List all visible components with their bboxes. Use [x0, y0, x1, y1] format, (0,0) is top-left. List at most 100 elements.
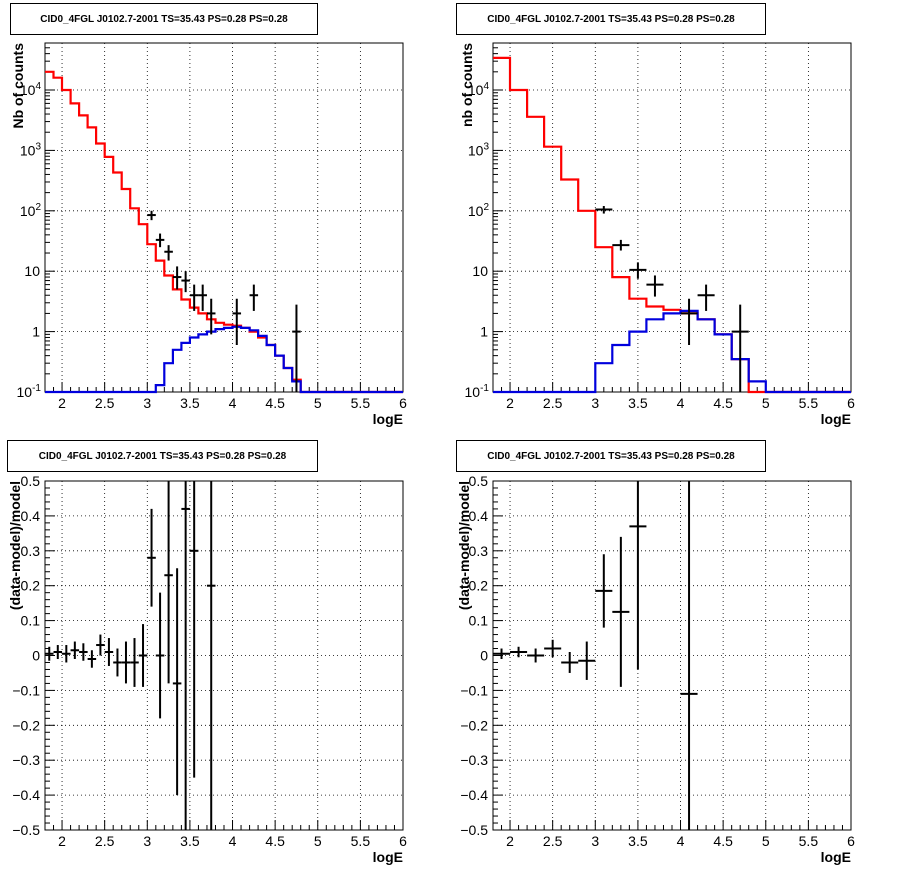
- x-tick-label: 6: [399, 395, 407, 411]
- pad-bottom-left: 2 2.5 3 3.5 4 4.5 5 5.5 6 −0.5 −0.4 −0.3 −0.2 −0.1 0 0.…: [0, 438, 449, 875]
- data-point: [206, 298, 216, 335]
- data-point: [527, 648, 545, 663]
- data-point: [172, 568, 182, 796]
- data-point: [104, 638, 114, 666]
- data-point: [189, 284, 199, 311]
- data-point: [544, 639, 562, 658]
- x-tick-label: 5: [762, 833, 770, 849]
- y-axis-label: (data-model)/model: [456, 481, 472, 610]
- y-tick-label: 103: [20, 141, 42, 158]
- data-point: [155, 233, 165, 248]
- y-tick-label: 0: [480, 648, 488, 664]
- data-point: [578, 641, 596, 680]
- y-tick-label: 0.2: [21, 578, 41, 594]
- y-tick-label: 0.5: [469, 473, 489, 489]
- data-point: [70, 641, 80, 659]
- plot-title: CID0_4FGL J0102.7-2001 TS=35.43 PS=0.28 …: [10, 3, 318, 35]
- x-tick-label: 2: [58, 833, 66, 849]
- data-point: [62, 645, 71, 663]
- y-tick-label: 0.1: [21, 613, 41, 629]
- x-tick-label: 2: [58, 395, 66, 411]
- y-tick-label: 0.3: [469, 543, 489, 559]
- data-point: [87, 650, 97, 668]
- data-point: [164, 245, 173, 261]
- x-axis-label: logE: [373, 411, 403, 427]
- y-tick-label: −0.4: [460, 787, 488, 803]
- y-tick-label: −0.5: [460, 822, 488, 838]
- x-tick-label: 3: [591, 395, 599, 411]
- x-tick-label: 3.5: [628, 395, 648, 411]
- data-point: [249, 284, 259, 311]
- x-tick-label: 4: [229, 833, 237, 849]
- series-source-model-line: [45, 325, 403, 394]
- y-tick-label: 0.4: [21, 508, 41, 524]
- y-tick-label: −0.3: [460, 752, 488, 768]
- data-point: [595, 554, 613, 628]
- x-tick-label: 4.5: [265, 833, 285, 849]
- data-point: [595, 206, 613, 214]
- pad-top-right: 2 2.5 3 3.5 4 4.5 5 5.5 6 10-1 1 10 102 103 104 logE nb …: [449, 0, 898, 437]
- plot-title: CID0_4FGL J0102.7-2001 TS=35.43 PS=0.28 …: [456, 440, 766, 472]
- data-point: [121, 641, 131, 684]
- y-tick-label: −0.1: [12, 682, 40, 698]
- x-tick-label: 2.5: [95, 395, 115, 411]
- x-tick-label: 5.5: [799, 395, 819, 411]
- x-tick-label: 2.5: [543, 395, 563, 411]
- y-tick-label: −0.1: [460, 682, 488, 698]
- y-tick-label: 0.3: [21, 543, 41, 559]
- x-tick-label: 4.5: [713, 833, 733, 849]
- y-axis-label: Nb of counts: [10, 43, 26, 129]
- x-tick-label: 3.5: [628, 833, 648, 849]
- x-axis-label: logE: [821, 849, 851, 865]
- x-tick-label: 4: [229, 395, 237, 411]
- y-tick-label: −0.2: [460, 717, 488, 733]
- data-point: [680, 298, 698, 345]
- data-point: [232, 298, 242, 345]
- x-tick-label: 2.5: [95, 833, 115, 849]
- y-tick-label: 103: [468, 141, 490, 158]
- data-point: [138, 624, 148, 687]
- series-total-model-line: [45, 70, 403, 394]
- data-point: [612, 536, 630, 687]
- data-point: [561, 652, 579, 673]
- y-tick-label: 0.4: [469, 508, 489, 524]
- data-point: [147, 210, 156, 221]
- x-tick-label: 3: [591, 833, 599, 849]
- x-tick-label: 3: [143, 395, 151, 411]
- x-tick-label: 4: [677, 395, 685, 411]
- plot-frame: [492, 42, 852, 393]
- x-tick-label: 3: [143, 833, 151, 849]
- y-tick-label: 102: [468, 202, 490, 219]
- data-point: [198, 284, 207, 311]
- series-total-model-line: [493, 56, 851, 394]
- data-point: [680, 481, 698, 830]
- data-point: [493, 648, 511, 659]
- y-axis-label: (data-model)/model: [7, 481, 23, 610]
- x-axis-label: logE: [373, 849, 403, 865]
- data-point: [189, 481, 199, 778]
- y-tick-label: 10-1: [465, 383, 490, 400]
- y-tick-label: 1: [32, 324, 40, 340]
- data-point: [629, 481, 647, 670]
- x-tick-label: 5: [762, 395, 770, 411]
- y-tick-label: −0.4: [12, 787, 40, 803]
- data-point: [155, 592, 165, 719]
- x-axis-label: logE: [821, 411, 851, 427]
- y-tick-label: 0.1: [469, 613, 489, 629]
- x-tick-label: 3.5: [180, 395, 200, 411]
- data-point: [53, 645, 63, 659]
- x-tick-label: 5: [314, 833, 322, 849]
- x-tick-label: 5.5: [351, 395, 371, 411]
- y-tick-label: 102: [20, 202, 42, 219]
- data-point: [206, 481, 216, 830]
- spectrum-plot-right: 2 2.5 3 3.5 4 4.5 5 5.5 6 10-1 1 10 102 103 104 logE nb …: [459, 42, 855, 427]
- y-tick-label: −0.2: [12, 717, 40, 733]
- data-point: [130, 638, 139, 687]
- data-point: [612, 239, 630, 251]
- y-tick-label: 10-1: [17, 383, 42, 400]
- pad-bottom-right: 2 2.5 3 3.5 4 4.5 5 5.5 6 −0.5 −0.4 −0.3 −0.2 −0.1 0 0.…: [449, 438, 898, 875]
- plot-frame: [44, 42, 404, 393]
- y-tick-label: 10: [472, 263, 488, 279]
- data-point: [164, 481, 173, 684]
- residual-plot-right: 2 2.5 3 3.5 4 4.5 5 5.5 6 −0.5 −0.4 −0.3 −0.2 −0.1 0 0.…: [456, 473, 855, 865]
